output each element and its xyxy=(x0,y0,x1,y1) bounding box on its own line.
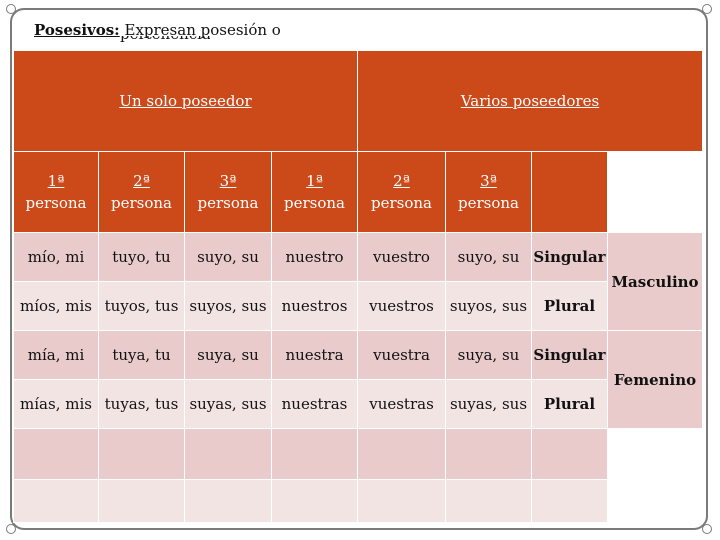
possessives-table: Un solo poseedor Varios poseedores 1ª per… xyxy=(13,50,703,523)
empty-cell xyxy=(607,479,703,523)
empty-cell xyxy=(98,428,185,480)
person-word: persona xyxy=(371,194,432,212)
table-cell: nuestro xyxy=(271,232,358,282)
header-blank-cell xyxy=(531,151,608,233)
header-multiple-owners-label: Varios poseedores xyxy=(460,92,600,110)
empty-cell xyxy=(98,479,185,523)
person-word: persona xyxy=(458,194,519,212)
person-word: persona xyxy=(284,194,345,212)
frame-corner-dot xyxy=(702,4,712,14)
table-cell: suyas, sus xyxy=(184,379,272,429)
title-text: Expresan posesión o xyxy=(124,21,281,39)
gender-label-masculine: Masculino xyxy=(607,232,703,331)
table-cell: suyo, su xyxy=(445,232,532,282)
table-cell: vuestro xyxy=(357,232,446,282)
table-row: mía, mi tuya, tu suya, su nuestra vuestr… xyxy=(13,330,703,429)
empty-cell xyxy=(13,428,99,480)
table-cell: mías, mis xyxy=(13,379,99,429)
person-ordinal: 2ª xyxy=(393,172,410,190)
table-cell: mía, mi xyxy=(13,330,99,380)
frame-corner-dot xyxy=(6,4,16,14)
frame-corner-dot xyxy=(6,524,16,534)
empty-cell xyxy=(13,479,99,523)
table-cell: vuestras xyxy=(357,379,446,429)
empty-cell xyxy=(184,428,272,480)
number-label: Singular xyxy=(531,330,608,380)
person-word: persona xyxy=(111,194,172,212)
header-row-persons: 1ª persona 2ª persona 3ª persona 1ª persona … xyxy=(13,151,703,233)
table-cell: suyos, sus xyxy=(445,281,532,331)
empty-cell xyxy=(184,479,272,523)
table-cell: tuyas, tus xyxy=(98,379,185,429)
empty-cell xyxy=(445,479,532,523)
table-cell: míos, mis xyxy=(13,281,99,331)
header-person: 1ª persona xyxy=(271,151,358,233)
empty-cell xyxy=(531,428,608,480)
number-label: Plural xyxy=(531,281,608,331)
person-ordinal: 3ª xyxy=(219,172,237,190)
number-label: Plural xyxy=(531,379,608,429)
header-row-owners: Un solo poseedor Varios poseedores xyxy=(13,50,703,152)
table-cell: suya, su xyxy=(184,330,272,380)
table-row: mío, mi tuyo, tu suyo, su nuestro vuestr… xyxy=(13,232,703,331)
table-cell: nuestra xyxy=(271,330,358,380)
empty-cell xyxy=(271,479,358,523)
table-cell: suya, su xyxy=(445,330,532,380)
title-overflow: pertenencia xyxy=(120,36,210,44)
table-cell: vuestra xyxy=(357,330,446,380)
header-white-cell xyxy=(607,151,703,233)
empty-cell xyxy=(357,479,446,523)
table-cell: tuyos, tus xyxy=(98,281,185,331)
frame-corner-dot xyxy=(702,524,712,534)
person-ordinal: 1ª xyxy=(47,172,65,190)
header-single-owner-label: Un solo poseedor xyxy=(119,92,252,110)
empty-cell xyxy=(271,428,358,480)
header-single-owner: Un solo poseedor xyxy=(13,50,358,152)
empty-row xyxy=(13,479,703,523)
gender-label-feminine: Femenino xyxy=(607,330,703,429)
number-label: Singular xyxy=(531,232,608,282)
empty-cell xyxy=(357,428,446,480)
table-row: mías, mis tuyas, tus suyas, sus nuestras… xyxy=(13,379,703,429)
table-cell: tuya, tu xyxy=(98,330,185,380)
header-person: 1ª persona xyxy=(13,151,99,233)
empty-cell xyxy=(531,479,608,523)
table-cell: suyas, sus xyxy=(445,379,532,429)
slide-title: Posesivos: Expresan posesión o xyxy=(34,21,281,39)
title-label: Posesivos: xyxy=(34,21,120,39)
header-multiple-owners: Varios poseedores xyxy=(357,50,703,152)
empty-cell xyxy=(445,428,532,480)
table-row: míos, mis tuyos, tus suyos, sus nuestros… xyxy=(13,281,703,331)
table-cell: suyos, sus xyxy=(184,281,272,331)
person-ordinal: 1ª xyxy=(306,172,323,190)
person-ordinal: 3ª xyxy=(480,172,497,190)
table-cell: tuyo, tu xyxy=(98,232,185,282)
empty-row xyxy=(13,428,703,480)
header-person: 3ª persona xyxy=(184,151,272,233)
table-cell: suyo, su xyxy=(184,232,272,282)
slide-frame xyxy=(6,4,712,534)
header-person: 2ª persona xyxy=(98,151,185,233)
header-person: 3ª persona xyxy=(445,151,532,233)
table-cell: vuestros xyxy=(357,281,446,331)
empty-cell xyxy=(607,428,703,480)
person-word: persona xyxy=(25,194,87,212)
table-cell: mío, mi xyxy=(13,232,99,282)
person-ordinal: 2ª xyxy=(133,172,150,190)
table-cell: nuestras xyxy=(271,379,358,429)
header-person: 2ª persona xyxy=(357,151,446,233)
title-overflow-text: pertenencia xyxy=(120,36,210,42)
person-word: persona xyxy=(197,194,259,212)
table-cell: nuestros xyxy=(271,281,358,331)
